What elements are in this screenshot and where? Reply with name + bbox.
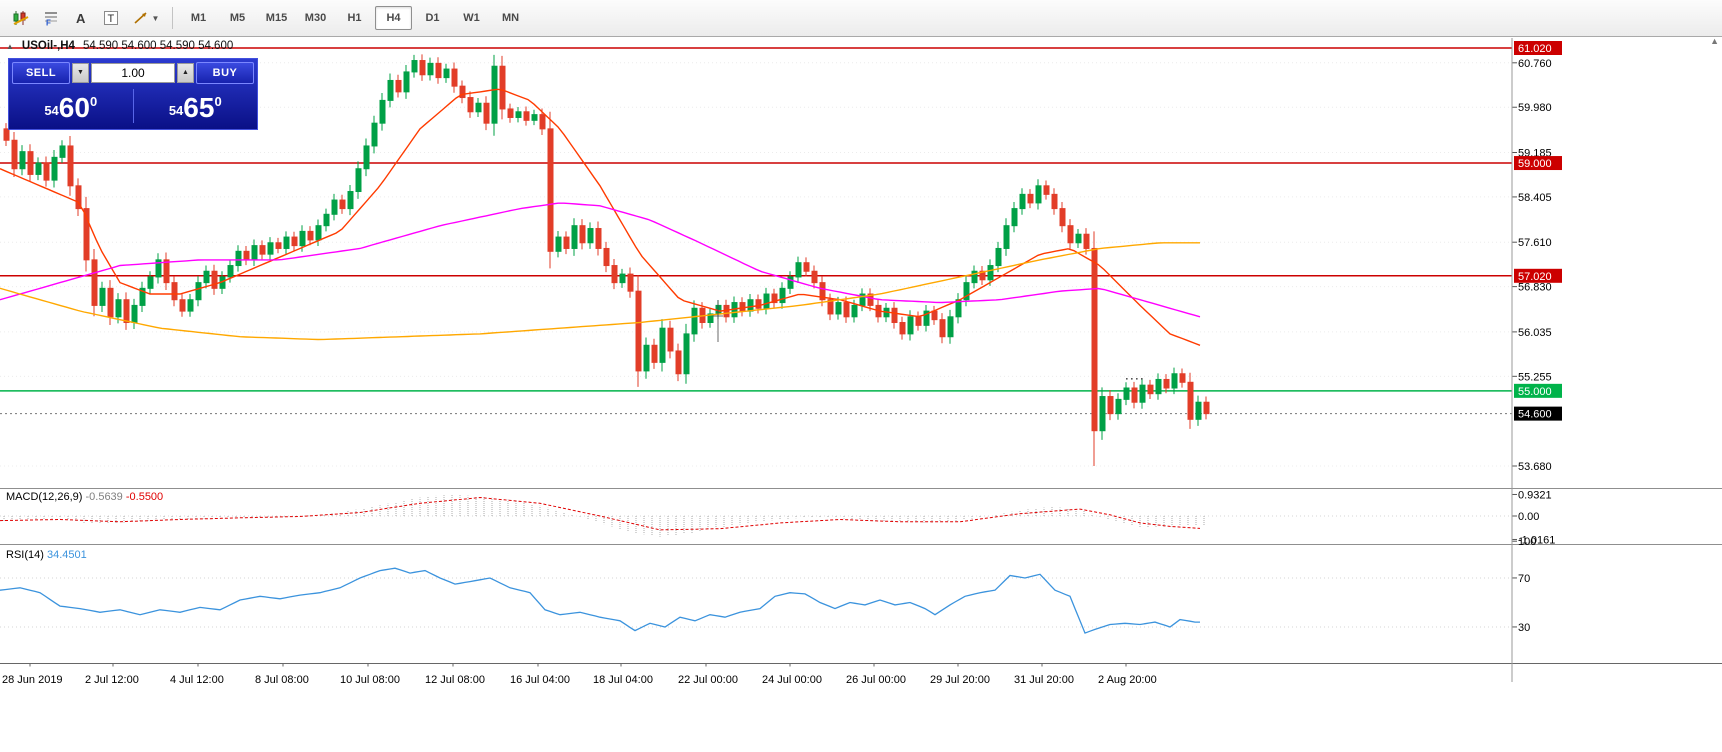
svg-text:100: 100 xyxy=(1518,536,1536,548)
svg-text:2 Aug 20:00: 2 Aug 20:00 xyxy=(1098,674,1157,686)
svg-text:28 Jun 2019: 28 Jun 2019 xyxy=(2,674,63,686)
svg-text:T: T xyxy=(108,13,115,25)
indicator-list-icon[interactable]: F xyxy=(36,4,66,32)
svg-text:59.980: 59.980 xyxy=(1518,102,1552,114)
main-toolbar: F A T ▼ M1 M5 M15 M30 H1 H4 D1 W1 MN xyxy=(0,0,1722,37)
svg-text:59.000: 59.000 xyxy=(1518,158,1552,170)
svg-text:57.020: 57.020 xyxy=(1518,271,1552,283)
buy-price-pips: 65 xyxy=(183,91,215,123)
svg-text:60.760: 60.760 xyxy=(1518,58,1552,70)
price-badges: 61.020 59.000 57.020 55.000 54.600 xyxy=(1514,41,1562,421)
chart-title: ▲ USOil-,H4 54.590 54.600 54.590 54.600 xyxy=(6,40,233,52)
text-tool-icon[interactable]: T xyxy=(96,4,126,32)
volume-increment-button[interactable]: ▲ xyxy=(177,62,194,83)
dropdown-caret-icon: ▼ xyxy=(151,13,160,23)
svg-text:31 Jul 20:00: 31 Jul 20:00 xyxy=(1014,674,1074,686)
svg-text:A: A xyxy=(76,11,86,26)
timeframe-button-M15[interactable]: M15 xyxy=(265,12,288,24)
timeframe-button-M30[interactable]: M30 xyxy=(304,12,327,24)
svg-text:0.9321: 0.9321 xyxy=(1518,489,1552,501)
sell-price-pips: 60 xyxy=(58,91,90,123)
volume-decrement-button[interactable]: ▼ xyxy=(72,62,89,83)
sell-price-whole: 54 xyxy=(44,102,59,118)
letter-a-glyph: A xyxy=(76,11,86,26)
svg-text:8 Jul 08:00: 8 Jul 08:00 xyxy=(255,674,309,686)
chart-collapse-icon[interactable]: ▲ xyxy=(6,41,14,51)
svg-text:22 Jul 00:00: 22 Jul 00:00 xyxy=(678,674,738,686)
rsi-line xyxy=(0,567,1200,634)
svg-text:29 Jul 20:00: 29 Jul 20:00 xyxy=(930,674,990,686)
timeframe-button-W1[interactable]: W1 xyxy=(463,12,480,24)
svg-text:0.00: 0.00 xyxy=(1518,511,1539,523)
timeframe-toolbar: M1 M5 M15 M30 H1 H4 D1 W1 MN xyxy=(179,6,530,30)
timeframe-button-M5[interactable]: M5 xyxy=(229,12,246,24)
svg-text:54.600: 54.600 xyxy=(1518,409,1552,421)
svg-text:30: 30 xyxy=(1518,622,1530,634)
timeframe-button-D1[interactable]: D1 xyxy=(425,12,440,24)
candles xyxy=(3,54,1210,467)
sell-price-display[interactable]: 54 60 0 xyxy=(9,90,133,123)
rsi-pane: RSI(14) 34.4501 100 70 30 xyxy=(0,536,1722,634)
font-tool-icon[interactable]: A xyxy=(66,4,96,32)
buy-price-point: 0 xyxy=(214,93,222,109)
new-order-icon[interactable] xyxy=(6,4,36,32)
buy-button[interactable]: BUY xyxy=(196,61,254,84)
ohlc-values: 54.590 54.600 54.590 54.600 xyxy=(82,40,234,52)
boxed-t-glyph: T xyxy=(104,11,118,25)
draw-objects-icon[interactable]: ▼ xyxy=(126,4,166,32)
timeframe-button-H1[interactable]: H1 xyxy=(347,12,362,24)
symbol-label: USOil-,H4 xyxy=(21,40,75,52)
timeframe-button-MN[interactable]: MN xyxy=(501,12,520,24)
ma-mid xyxy=(0,202,1201,318)
buy-price-whole: 54 xyxy=(168,102,184,118)
arrow-glyph xyxy=(133,12,147,24)
candles-glyph xyxy=(13,11,29,25)
svg-text:2 Jul 12:00: 2 Jul 12:00 xyxy=(85,674,139,686)
toolbar-separator xyxy=(172,7,173,29)
svg-text:F: F xyxy=(46,19,51,27)
timeframe-button-H4[interactable]: H4 xyxy=(375,6,412,30)
svg-text:12 Jul 08:00: 12 Jul 08:00 xyxy=(425,674,485,686)
scroll-up-icon[interactable]: ▲ xyxy=(1710,36,1719,46)
svg-text:55.000: 55.000 xyxy=(1518,386,1552,398)
timeframe-button-M1[interactable]: M1 xyxy=(190,12,207,24)
svg-text:58.405: 58.405 xyxy=(1518,192,1552,204)
svg-text:26 Jul 00:00: 26 Jul 00:00 xyxy=(846,674,906,686)
svg-text:56.830: 56.830 xyxy=(1518,282,1552,294)
svg-text:16 Jul 04:00: 16 Jul 04:00 xyxy=(510,674,570,686)
one-click-trade-panel: SELL ▼ ▲ BUY 54 60 0 54 65 0 xyxy=(8,58,258,130)
svg-text:10 Jul 08:00: 10 Jul 08:00 xyxy=(340,674,400,686)
svg-text:4 Jul 12:00: 4 Jul 12:00 xyxy=(170,674,224,686)
svg-text:56.035: 56.035 xyxy=(1518,327,1552,339)
buy-price-display[interactable]: 54 65 0 xyxy=(134,90,258,123)
svg-text:61.020: 61.020 xyxy=(1518,43,1552,55)
rsi-label: RSI(14) 34.4501 xyxy=(6,549,87,561)
price-divider xyxy=(132,89,134,123)
ma-slow xyxy=(0,242,1200,341)
svg-text:70: 70 xyxy=(1518,573,1530,585)
sell-price-point: 0 xyxy=(89,93,98,109)
svg-text:24 Jul 00:00: 24 Jul 00:00 xyxy=(762,674,822,686)
ma-fast xyxy=(0,88,1201,346)
svg-text:53.680: 53.680 xyxy=(1518,461,1552,473)
level-lines xyxy=(0,47,1512,415)
sell-button[interactable]: SELL xyxy=(12,61,70,84)
price-grid: 60.76059.98059.18558.40557.61056.83056.0… xyxy=(0,58,1552,473)
macd-label: MACD(12,26,9) -0.5639 -0.5500 xyxy=(6,491,163,503)
svg-text:18 Jul 04:00: 18 Jul 04:00 xyxy=(593,674,653,686)
chart-annotations xyxy=(713,300,1143,380)
list-glyph: F xyxy=(45,12,57,27)
volume-input[interactable] xyxy=(91,62,175,83)
macd-pane: MACD(12,26,9) -0.5639 -0.5500 0.9321 0.00 -… xyxy=(0,488,1722,546)
svg-text:-1.0161: -1.0161 xyxy=(1518,534,1555,546)
svg-text:55.255: 55.255 xyxy=(1518,371,1552,383)
time-axis: 28 Jun 2019 2 Jul 12:00 4 Jul 12:00 8 Jul 0… xyxy=(0,663,1722,686)
macd-signal-line xyxy=(0,496,1201,531)
svg-text:57.610: 57.610 xyxy=(1518,237,1552,249)
